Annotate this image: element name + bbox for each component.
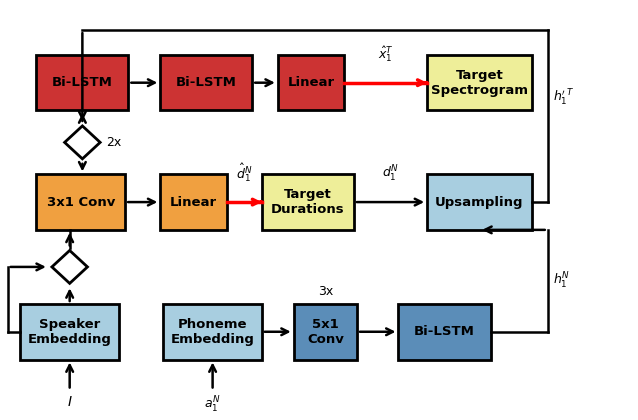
FancyBboxPatch shape xyxy=(427,55,532,110)
Text: Speaker
Embedding: Speaker Embedding xyxy=(27,318,112,346)
Text: Upsampling: Upsampling xyxy=(435,196,524,209)
FancyBboxPatch shape xyxy=(278,55,345,110)
FancyBboxPatch shape xyxy=(398,304,491,360)
Text: Bi-LSTM: Bi-LSTM xyxy=(176,76,237,89)
FancyBboxPatch shape xyxy=(163,304,262,360)
FancyBboxPatch shape xyxy=(36,174,125,230)
Text: Target
Durations: Target Durations xyxy=(271,188,345,216)
Text: Bi-LSTM: Bi-LSTM xyxy=(414,325,475,338)
Text: $I$: $I$ xyxy=(67,394,73,409)
FancyBboxPatch shape xyxy=(160,55,252,110)
Text: $\hat{x}_1^T$: $\hat{x}_1^T$ xyxy=(378,45,394,64)
Text: Bi-LSTM: Bi-LSTM xyxy=(52,76,113,89)
FancyBboxPatch shape xyxy=(427,174,532,230)
FancyBboxPatch shape xyxy=(20,304,119,360)
Text: 5x1
Conv: 5x1 Conv xyxy=(307,318,344,346)
Text: Linear: Linear xyxy=(288,76,334,89)
Text: 2x: 2x xyxy=(107,136,122,149)
Text: Linear: Linear xyxy=(170,196,217,209)
Polygon shape xyxy=(52,250,87,284)
Text: $a_1^N$: $a_1^N$ xyxy=(204,394,221,415)
Text: $h_1^N$: $h_1^N$ xyxy=(553,271,570,291)
FancyBboxPatch shape xyxy=(262,174,354,230)
Polygon shape xyxy=(64,126,100,159)
Text: $d_1^N$: $d_1^N$ xyxy=(382,163,399,184)
FancyBboxPatch shape xyxy=(293,304,357,360)
Text: Phoneme
Embedding: Phoneme Embedding xyxy=(170,318,255,346)
FancyBboxPatch shape xyxy=(160,174,227,230)
Text: Target
Spectrogram: Target Spectrogram xyxy=(431,69,528,97)
Text: 3x: 3x xyxy=(318,285,333,298)
Text: $\hat{d}_1^N$: $\hat{d}_1^N$ xyxy=(236,161,253,184)
FancyBboxPatch shape xyxy=(36,55,128,110)
Text: $h_1'^T$: $h_1'^T$ xyxy=(553,88,575,108)
Text: 3x1 Conv: 3x1 Conv xyxy=(47,196,115,209)
